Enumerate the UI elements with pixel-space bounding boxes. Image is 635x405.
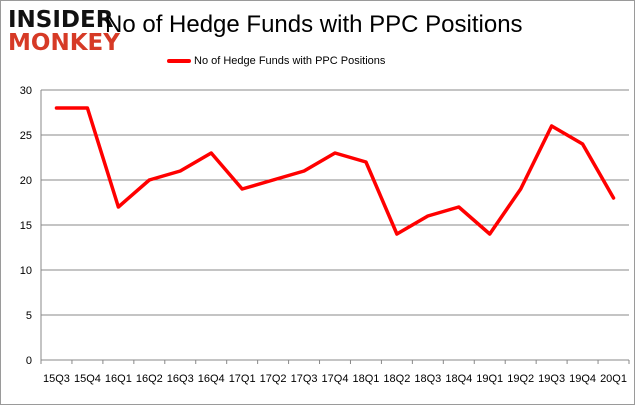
logo-monkey: MONKEY: [8, 30, 120, 56]
x-tick-label: 16Q2: [136, 373, 163, 385]
x-tick-label: 15Q4: [74, 373, 101, 385]
data-point: [240, 187, 244, 191]
data-point: [209, 151, 213, 155]
x-tick-label: 19Q2: [507, 373, 534, 385]
x-tick-label: 16Q4: [198, 373, 225, 385]
x-tick-label: 16Q1: [105, 373, 132, 385]
x-tick-label: 20Q1: [600, 373, 627, 385]
data-point: [364, 160, 368, 164]
y-tick-label: 5: [26, 310, 32, 322]
data-point: [395, 232, 399, 236]
x-tick-label: 18Q1: [352, 373, 379, 385]
x-tick-label: 17Q4: [322, 373, 349, 385]
y-tick-label: 0: [26, 355, 32, 367]
x-tick-label: 17Q1: [229, 373, 256, 385]
logo-insider: INSIDER: [8, 7, 114, 33]
legend: No of Hedge Funds with PPC Positions: [167, 55, 385, 67]
data-point: [426, 214, 430, 218]
data-point: [54, 106, 58, 110]
y-tick-label: 30: [20, 85, 32, 97]
x-tick-label: 16Q3: [167, 373, 194, 385]
x-tick-label: 17Q2: [260, 373, 287, 385]
x-tick-label: 18Q3: [414, 373, 441, 385]
x-tick-label: 17Q3: [291, 373, 318, 385]
y-tick-label: 25: [20, 130, 32, 142]
legend-swatch: [167, 59, 191, 63]
data-point: [581, 142, 585, 146]
y-tick-label: 10: [20, 265, 32, 277]
data-point: [488, 232, 492, 236]
legend-label: No of Hedge Funds with PPC Positions: [194, 55, 386, 67]
y-tick-label: 15: [20, 220, 32, 232]
data-point: [147, 178, 151, 182]
x-tick-label: 15Q3: [43, 373, 70, 385]
data-point: [333, 151, 337, 155]
x-tick-label: 18Q4: [445, 373, 472, 385]
data-point: [178, 169, 182, 173]
data-point: [302, 169, 306, 173]
data-point: [271, 178, 275, 182]
chart-title: No of Hedge Funds with PPC Positions: [105, 11, 523, 38]
data-point: [519, 187, 523, 191]
data-point: [116, 205, 120, 209]
x-tick-label: 19Q1: [476, 373, 503, 385]
y-tick-label: 20: [20, 175, 32, 187]
x-tick-label: 18Q2: [383, 373, 410, 385]
data-point: [457, 205, 461, 209]
x-tick-label: 19Q3: [538, 373, 565, 385]
series-line: [54, 106, 616, 236]
x-tick-label: 19Q4: [569, 373, 596, 385]
data-point: [85, 106, 89, 110]
data-point: [550, 124, 554, 128]
data-point: [612, 196, 616, 200]
